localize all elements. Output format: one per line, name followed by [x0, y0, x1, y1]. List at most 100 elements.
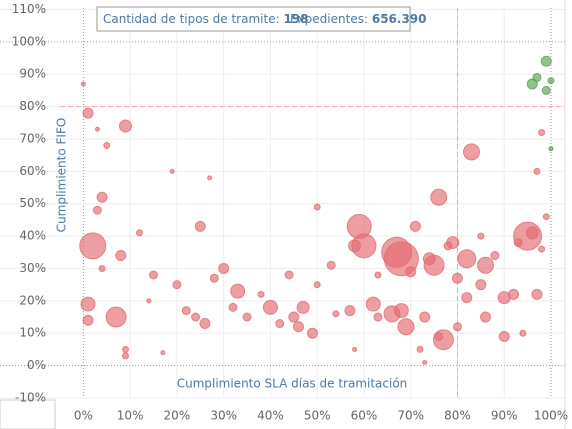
y-tick-label: 30%	[19, 261, 46, 275]
bubble	[228, 302, 238, 312]
bubble	[409, 220, 421, 232]
y-tick-label: 100%	[12, 34, 46, 48]
bubble	[348, 239, 362, 253]
header-count: Cantidad de tipos de tramite: 198	[103, 12, 309, 26]
bubble	[218, 262, 230, 274]
bubble	[191, 312, 201, 322]
y-tick-label: 0%	[27, 358, 46, 372]
y-tick-label: 60%	[19, 164, 46, 178]
bubble	[230, 283, 246, 299]
bubble	[498, 330, 510, 342]
bubble	[405, 266, 417, 278]
bubble	[457, 249, 477, 269]
bubble	[538, 129, 546, 137]
bubble	[531, 288, 543, 300]
y-tick-label: 90%	[19, 67, 46, 81]
bubble	[326, 260, 336, 270]
header-box	[96, 6, 411, 32]
bubble	[288, 311, 300, 323]
x-tick-label: 10%	[117, 409, 144, 423]
bubble	[475, 279, 487, 291]
bubble	[352, 346, 358, 352]
bubble	[172, 280, 182, 290]
bubble	[149, 270, 159, 280]
bubble	[169, 168, 175, 174]
bubble	[242, 312, 252, 322]
bubble	[121, 345, 129, 353]
header-expedientes: Expedientes: 656.390	[290, 12, 427, 26]
bubble	[532, 72, 542, 82]
bubble	[209, 273, 219, 283]
bubble	[296, 300, 310, 314]
bubble	[416, 345, 424, 353]
bubble	[540, 55, 552, 67]
bubble	[480, 311, 492, 323]
bubble	[422, 252, 436, 266]
bubble	[96, 191, 108, 203]
bubble	[207, 175, 213, 181]
x-tick-label: 90%	[491, 409, 518, 423]
y-tick-label: 20%	[19, 293, 46, 307]
bubble	[525, 226, 539, 240]
bubble	[419, 311, 431, 323]
x-tick-label: 100%	[534, 409, 568, 423]
bubble	[393, 303, 409, 319]
y-tick-label: 110%	[12, 2, 46, 16]
bubble	[275, 319, 285, 329]
x-tick-label: 40%	[257, 409, 284, 423]
x-tick-label: 60%	[351, 409, 378, 423]
bubble	[533, 167, 541, 175]
bubble	[284, 270, 294, 280]
bubble	[82, 314, 94, 326]
x-axis-title: Cumplimiento SLA días de tramitación	[177, 377, 408, 391]
bubble	[541, 85, 551, 95]
bubble	[542, 213, 550, 221]
bubble	[490, 251, 500, 261]
bubble	[292, 321, 304, 333]
bubble	[199, 318, 211, 330]
y-axis-title: Cumplimiento FIFO	[55, 118, 69, 233]
bubble	[477, 256, 495, 274]
y-tick-label: -10%	[15, 391, 46, 405]
bubble	[79, 232, 107, 260]
x-tick-label: 80%	[444, 409, 471, 423]
bubble	[194, 220, 206, 232]
x-tick-label: 20%	[164, 409, 191, 423]
bubble	[434, 331, 444, 341]
bubble	[547, 77, 555, 85]
bubble	[513, 238, 523, 248]
x-tick-label: 0%	[74, 409, 93, 423]
x-tick-label: 50%	[304, 409, 331, 423]
bubble	[526, 78, 538, 90]
bubble	[422, 359, 428, 365]
bubble	[146, 298, 152, 304]
y-tick-label: 40%	[19, 229, 46, 243]
bubble	[519, 329, 527, 337]
bubble	[121, 352, 129, 360]
bubble	[115, 250, 127, 262]
bubble	[397, 318, 415, 336]
bubble	[105, 306, 127, 328]
bubble	[98, 264, 106, 272]
y-tick-label: 70%	[19, 131, 46, 145]
bubble	[477, 232, 485, 240]
x-tick-label: 70%	[397, 409, 424, 423]
bubble	[181, 306, 191, 316]
bubble	[452, 322, 462, 332]
bubble	[313, 203, 321, 211]
bubble	[80, 296, 96, 312]
y-tick-label: 50%	[19, 196, 46, 210]
bubble	[344, 305, 356, 317]
corner-box	[0, 399, 56, 429]
bubble	[332, 310, 340, 318]
bubble	[307, 327, 318, 339]
bubble	[461, 292, 473, 304]
bubble	[497, 291, 511, 305]
bubble	[548, 146, 554, 152]
y-tick-label: 10%	[19, 326, 46, 340]
bubble	[160, 350, 166, 356]
x-tick-label: 30%	[210, 409, 237, 423]
bubble	[80, 81, 86, 87]
bubble	[257, 290, 265, 298]
bubble	[443, 241, 453, 251]
